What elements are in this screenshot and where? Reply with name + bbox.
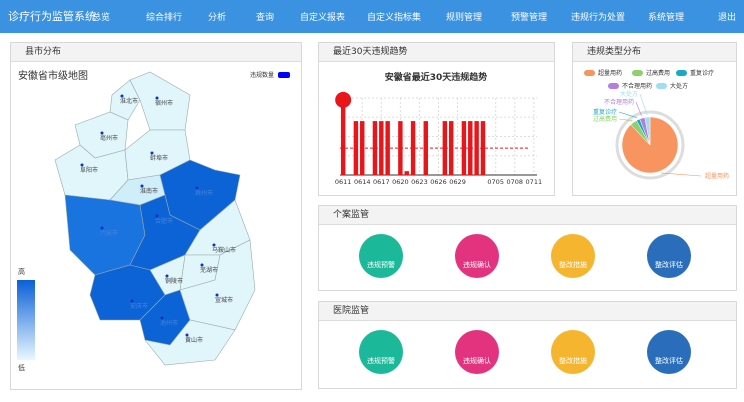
type-panel: 违规类型分布 xyxy=(572,42,737,196)
nav-item[interactable]: 自定义报表 xyxy=(300,13,346,23)
nav-item[interactable]: 系统管理 xyxy=(648,13,685,23)
nav-item[interactable]: 预警管理 xyxy=(511,13,548,23)
nav-item[interactable]: 规则管理 xyxy=(446,13,483,23)
nav-item[interactable]: 违规行为处置 xyxy=(571,13,626,23)
tile-button[interactable]: 整改措施 xyxy=(551,330,595,374)
tile-button[interactable]: 整改评估 xyxy=(647,234,691,278)
panel-heading: 违规类型分布 xyxy=(573,43,736,62)
tile-button[interactable]: 整改措施 xyxy=(551,234,595,278)
hospital-panel: 医院监管 违规预警 违规确认 整改措施 整改评估 xyxy=(318,301,737,389)
tile-button[interactable]: 违规确认 xyxy=(455,234,499,278)
nav-item[interactable]: 自定义指标集 xyxy=(367,13,422,23)
trend-panel: 最近30天违规趋势 xyxy=(318,42,555,196)
nav-bar: 诊疗行为监管系统 退出 总览 综合排行 分析 查询 自定义报表 自定义指标集 规则管理 预警管… xyxy=(0,0,744,33)
app-title: 诊疗行为监管系统 xyxy=(8,10,96,23)
nav-item[interactable]: 查询 xyxy=(256,13,275,23)
tile-button[interactable]: 整改评估 xyxy=(647,330,691,374)
panel-heading: 县市分布 xyxy=(11,43,301,62)
tile-button[interactable]: 违规确认 xyxy=(455,330,499,374)
case-panel: 个案监管 违规预警 违规确认 整改措施 整改评估 xyxy=(318,205,737,291)
nav-item[interactable]: 总览 xyxy=(92,13,111,23)
map-panel: 县市分布 xyxy=(10,42,302,390)
logout[interactable]: 退出 xyxy=(718,13,737,23)
nav-item[interactable]: 分析 xyxy=(208,13,227,23)
nav-item[interactable]: 综合排行 xyxy=(146,13,183,23)
panel-heading: 个案监管 xyxy=(319,206,736,225)
tile-button[interactable]: 违规预警 xyxy=(359,330,403,374)
tile-button[interactable]: 违规预警 xyxy=(359,234,403,278)
panel-heading: 医院监管 xyxy=(319,302,736,321)
panel-heading: 最近30天违规趋势 xyxy=(319,43,554,62)
